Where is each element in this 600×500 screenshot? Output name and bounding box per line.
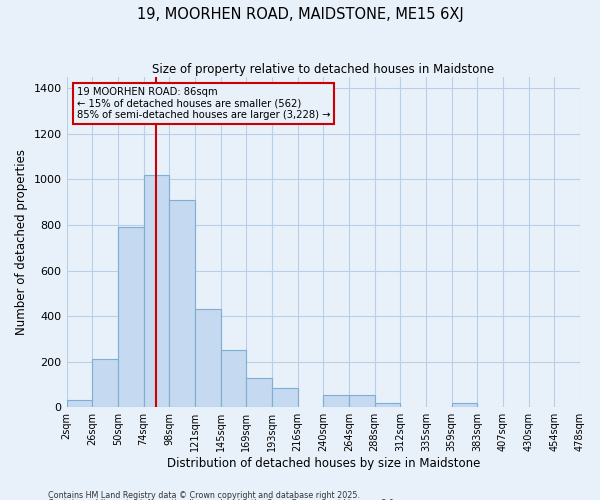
Text: 19 MOORHEN ROAD: 86sqm
← 15% of detached houses are smaller (562)
85% of semi-de: 19 MOORHEN ROAD: 86sqm ← 15% of detached…: [77, 86, 331, 120]
Bar: [349, 395, 374, 407]
X-axis label: Distribution of detached houses by size in Maidstone: Distribution of detached houses by size …: [167, 457, 480, 470]
Bar: [169, 200, 195, 408]
Bar: [452, 403, 478, 407]
Title: Size of property relative to detached houses in Maidstone: Size of property relative to detached ho…: [152, 62, 494, 76]
Bar: [118, 227, 143, 408]
Bar: [143, 174, 169, 408]
Bar: [221, 350, 246, 408]
Text: 19, MOORHEN ROAD, MAIDSTONE, ME15 6XJ: 19, MOORHEN ROAD, MAIDSTONE, ME15 6XJ: [137, 8, 463, 22]
Text: Contains public sector information licensed under the Open Government Licence v3: Contains public sector information licen…: [48, 499, 397, 500]
Bar: [92, 360, 118, 408]
Bar: [272, 388, 298, 407]
Bar: [374, 403, 400, 407]
Bar: [67, 400, 92, 407]
Bar: [246, 378, 272, 408]
Y-axis label: Number of detached properties: Number of detached properties: [15, 149, 28, 335]
Bar: [323, 395, 349, 407]
Text: Contains HM Land Registry data © Crown copyright and database right 2025.: Contains HM Land Registry data © Crown c…: [48, 490, 360, 500]
Bar: [195, 310, 221, 408]
